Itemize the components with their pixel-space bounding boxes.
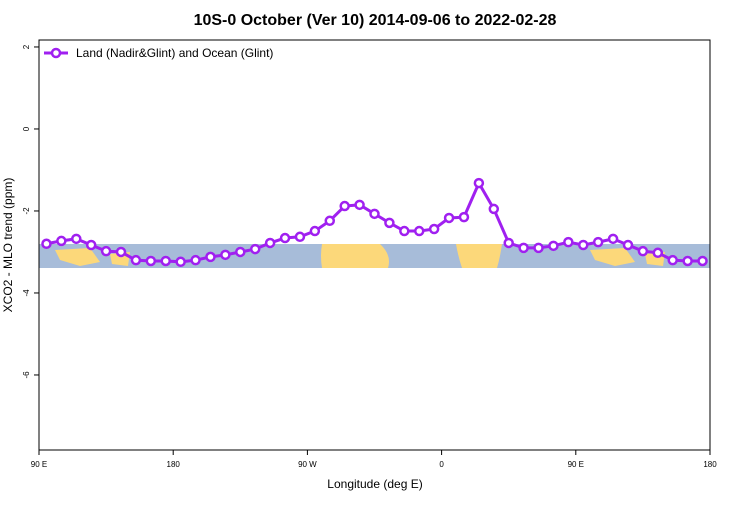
data-point	[56, 235, 67, 247]
data-point	[533, 242, 544, 254]
data-point	[264, 237, 276, 249]
data-point	[488, 203, 500, 215]
map-strip	[39, 244, 710, 268]
data-point	[160, 255, 171, 267]
data-point	[85, 239, 97, 251]
data-point	[428, 223, 440, 235]
data-point	[384, 217, 395, 229]
x-tick-label: 180	[703, 460, 717, 469]
data-point	[548, 240, 559, 252]
y-tick-label: -2	[22, 207, 31, 215]
legend-label: Land (Nadir&Glint) and Ocean (Glint)	[76, 46, 273, 60]
plot-frame	[38, 39, 711, 451]
data-point	[354, 199, 365, 211]
data-point	[473, 177, 485, 189]
data-point	[637, 245, 649, 257]
x-tick-label: 90 E	[568, 460, 584, 469]
data-point	[667, 254, 678, 266]
data-point	[324, 215, 336, 227]
data-point	[235, 246, 246, 258]
data-point	[115, 246, 127, 258]
chart-title: 10S-0 October (Ver 10) 2014-09-06 to 202…	[194, 12, 557, 29]
data-point	[443, 212, 455, 224]
y-tick-label: -6	[22, 371, 31, 379]
data-point	[309, 225, 321, 237]
data-point	[622, 239, 634, 251]
data-point	[339, 200, 350, 212]
y-tick-label: -4	[22, 289, 31, 297]
x-tick-label: 90 W	[298, 460, 317, 469]
data-point	[458, 211, 470, 223]
data-point	[369, 208, 380, 220]
y-tick-label: 0	[22, 126, 31, 131]
data-point	[279, 232, 291, 244]
x-tick-label: 0	[439, 460, 444, 469]
x-tick-label: 180	[167, 460, 181, 469]
data-point	[249, 243, 261, 255]
data-point	[399, 225, 410, 237]
data-point	[294, 231, 306, 243]
data-point	[652, 247, 664, 259]
data-point	[41, 238, 52, 250]
x-tick-label: 90 E	[31, 460, 47, 469]
data-point	[100, 245, 112, 257]
data-point	[130, 254, 142, 266]
data-point	[220, 249, 231, 261]
data-point	[205, 251, 216, 263]
legend: Land (Nadir&Glint) and Ocean (Glint)	[44, 46, 273, 60]
data-point	[607, 233, 619, 245]
data-point	[145, 255, 157, 267]
data-point	[697, 255, 708, 267]
data-point	[175, 256, 186, 268]
y-axis-label: XCO2 - MLO trend (ppm)	[1, 178, 15, 313]
data-point	[682, 255, 693, 267]
legend-marker	[50, 47, 62, 59]
data-point	[518, 242, 529, 254]
data-point	[503, 237, 514, 249]
data-point	[563, 236, 574, 248]
x-axis-label: Longitude (deg E)	[327, 477, 422, 491]
data-point	[413, 225, 425, 237]
data-point	[578, 239, 589, 251]
data-point	[190, 254, 201, 266]
y-tick-label: 2	[22, 44, 31, 49]
data-point	[592, 236, 604, 248]
data-point	[71, 233, 82, 245]
